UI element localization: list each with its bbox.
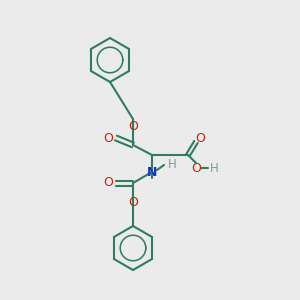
Text: H: H <box>210 161 218 175</box>
Text: O: O <box>103 176 113 190</box>
Text: N: N <box>147 166 157 178</box>
Text: H: H <box>168 158 176 172</box>
Text: O: O <box>195 133 205 146</box>
Text: O: O <box>103 131 113 145</box>
Text: O: O <box>128 121 138 134</box>
Text: O: O <box>191 161 201 175</box>
Text: O: O <box>128 196 138 208</box>
